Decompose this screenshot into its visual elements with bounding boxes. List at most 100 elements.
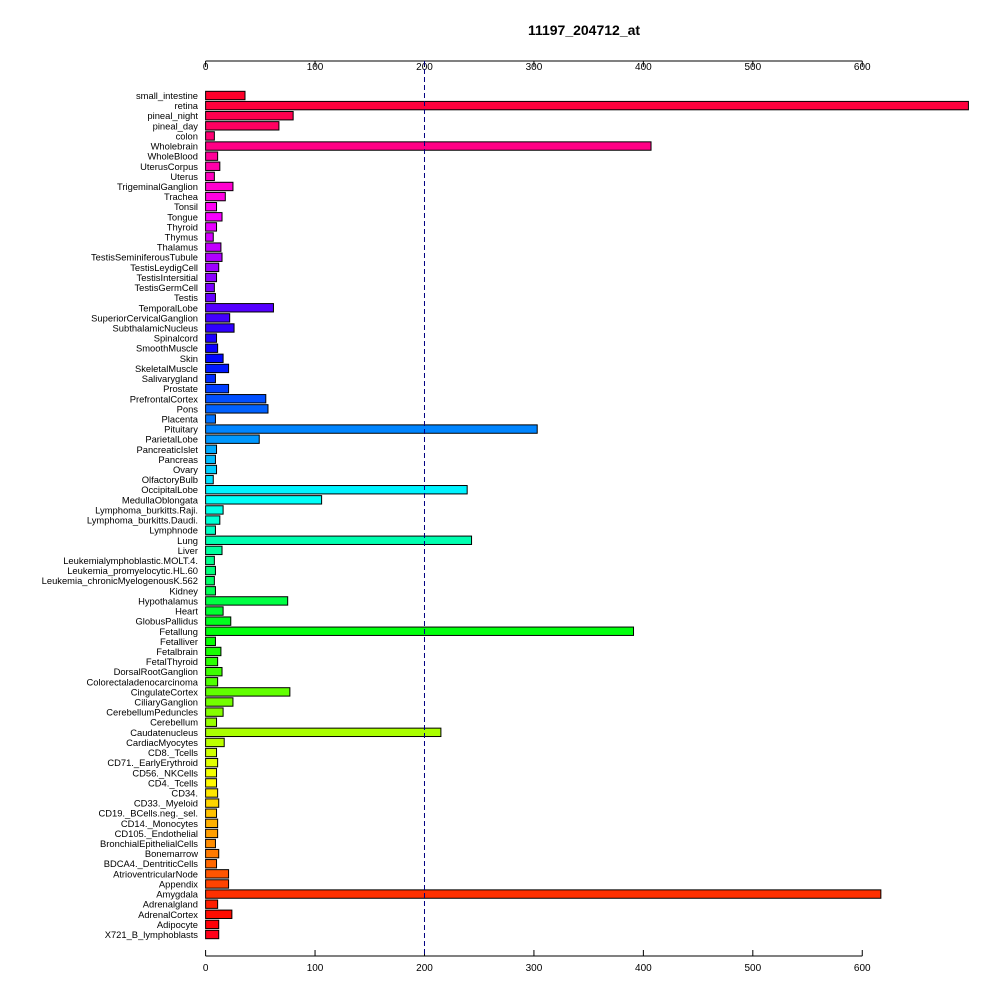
top-tick-label: 300 (526, 62, 543, 73)
bar (205, 151, 219, 161)
bar (205, 727, 442, 738)
category-label: Fetallung (159, 626, 198, 637)
bar (205, 555, 215, 566)
bar (205, 394, 267, 404)
category-label: TestisGermCell (134, 282, 198, 293)
category-label: SkeletalMuscle (135, 363, 198, 374)
category-label: Pancreas (158, 454, 198, 465)
category-label: WholeBlood (147, 151, 198, 162)
category-label: Thalamus (157, 242, 198, 253)
bar (205, 677, 219, 687)
bar (205, 697, 234, 707)
bar (205, 525, 216, 535)
category-label: Adrenalgland (143, 899, 198, 910)
bar (205, 687, 291, 697)
bar (205, 222, 218, 232)
category-label: Prostate (163, 383, 198, 394)
category-labels-group: small_intestineretinapineal_nightpineal_… (42, 90, 199, 940)
bar (205, 848, 220, 859)
bottom-tick-label: 400 (635, 963, 652, 974)
category-label: Amygdala (156, 889, 198, 900)
bar (205, 545, 223, 556)
category-label: Uterus (170, 171, 198, 182)
bar (205, 171, 215, 182)
bar (205, 333, 218, 343)
category-label: GlobusPallidus (135, 616, 198, 627)
bar (205, 90, 246, 101)
bar (205, 242, 222, 252)
top-tick-label: 100 (307, 62, 324, 73)
category-label: Salivarygland (142, 373, 198, 384)
category-label: Placenta (162, 413, 199, 424)
bar (205, 313, 231, 323)
bar (205, 424, 538, 434)
bars-group (205, 90, 969, 940)
bar (205, 515, 221, 525)
top-tick-label: 600 (854, 62, 871, 73)
bar (205, 282, 215, 293)
category-label: Lymphnode (149, 525, 198, 536)
category-label: FetalThyroid (146, 656, 198, 667)
category-label: TemporalLobe (139, 302, 198, 313)
category-label: Trachea (164, 191, 199, 202)
bar (205, 535, 473, 545)
category-label: Pituitary (164, 424, 198, 435)
bar (205, 141, 652, 151)
bar (205, 202, 218, 212)
bar (205, 606, 224, 616)
bar (205, 919, 220, 930)
category-label: MedullaOblongata (122, 494, 199, 505)
category-label: CerebellumPeduncles (106, 707, 198, 718)
category-label: AtrioventricularNode (113, 868, 198, 879)
category-label: Spinalcord (154, 333, 198, 344)
bar (205, 869, 230, 879)
category-label: CD8._Tcells (148, 747, 198, 758)
bar (205, 626, 635, 636)
bar (205, 798, 220, 808)
bar (205, 818, 219, 828)
category-label: Skin (180, 353, 198, 364)
bar (205, 586, 216, 596)
bar (205, 404, 269, 414)
category-label: Caudatenucleus (130, 727, 198, 738)
category-label: Adipocyte (157, 919, 198, 930)
bar (205, 717, 218, 727)
bar (205, 363, 230, 374)
bar (205, 252, 223, 262)
bar (205, 495, 323, 505)
bar (205, 909, 233, 919)
bar (205, 808, 218, 818)
bar (205, 889, 882, 899)
category-label: AdrenalCortex (138, 909, 198, 920)
bar (205, 323, 235, 333)
bar (205, 464, 218, 475)
bar (205, 859, 218, 869)
category-label: Tongue (167, 211, 198, 222)
bar (205, 505, 224, 515)
category-label: Pons (177, 403, 199, 414)
bar (205, 434, 260, 444)
bar (205, 788, 219, 798)
category-label: pineal_night (147, 110, 198, 121)
bar (205, 778, 218, 788)
category-label: CardiacMyocytes (126, 737, 198, 748)
category-label: Ovary (173, 464, 198, 475)
bottom-tick-label: 600 (854, 963, 871, 974)
category-label: SubthalamicNucleus (113, 322, 199, 333)
bar (205, 485, 468, 495)
category-label: Fetalbrain (156, 646, 198, 657)
bar (205, 343, 219, 353)
category-label: Leukemia_chronicMyelogenousK.562 (42, 575, 198, 586)
category-label: Lung (177, 535, 198, 546)
bar (205, 747, 218, 758)
bar (205, 565, 216, 576)
bottom-tick-label: 100 (307, 963, 324, 974)
category-label: Leukemialymphoblastic.MOLT.4. (63, 555, 198, 566)
category-label: Appendix (159, 878, 198, 889)
bar (205, 212, 223, 222)
bar (205, 656, 219, 667)
bottom-tick-label: 200 (416, 963, 433, 974)
category-label: SmoothMuscle (136, 343, 198, 354)
